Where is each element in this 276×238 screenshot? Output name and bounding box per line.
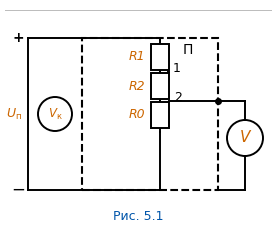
Bar: [82, 38, 218, 190]
Text: 1: 1: [173, 62, 181, 75]
Text: R1: R1: [129, 50, 145, 64]
Text: V: V: [240, 130, 250, 145]
Bar: [151, 73, 169, 99]
Text: $V_\mathsf{к}$: $V_\mathsf{к}$: [47, 106, 62, 122]
Circle shape: [227, 120, 263, 156]
Bar: [151, 44, 169, 70]
Text: Рис. 5.1: Рис. 5.1: [113, 209, 163, 223]
Text: $U_\text{п}$: $U_\text{п}$: [6, 106, 22, 122]
Text: R0: R0: [129, 109, 145, 122]
Text: П: П: [183, 43, 193, 57]
Text: 2: 2: [174, 91, 182, 104]
Text: −: −: [11, 181, 25, 199]
Text: R2: R2: [129, 79, 145, 93]
Bar: [151, 102, 169, 128]
Circle shape: [38, 97, 72, 131]
Text: +: +: [12, 31, 24, 45]
